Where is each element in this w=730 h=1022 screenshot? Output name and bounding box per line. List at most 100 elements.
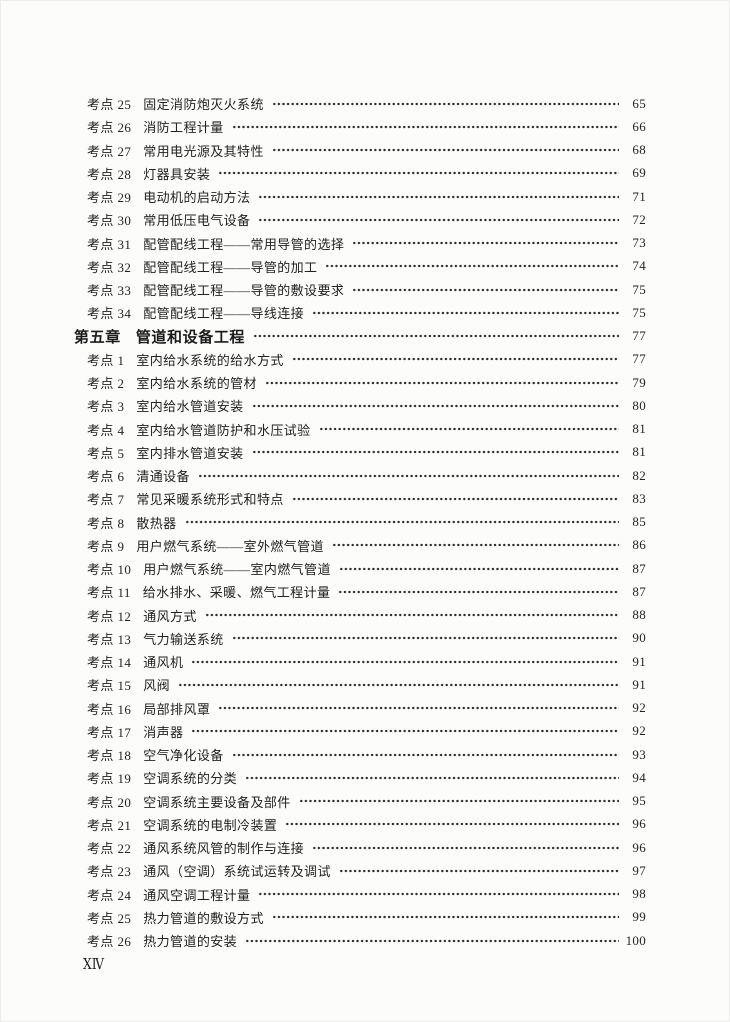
entry-label: 考点 20 bbox=[87, 794, 132, 810]
toc-chapter-row: 第五章 管道和设备工程 77 bbox=[74, 325, 646, 348]
dot-leader bbox=[231, 124, 619, 129]
entry-title: 通风（空调）系统试运转及调试 bbox=[143, 864, 331, 880]
toc-item-row: 考点 7 常见采暖系统形式和特点 83 bbox=[74, 487, 646, 510]
dot-leader bbox=[245, 775, 619, 780]
entry-label: 考点 14 bbox=[87, 655, 132, 671]
entry-title: 热力管道的安装 bbox=[143, 934, 238, 950]
entry-title: 管道和设备工程 bbox=[135, 328, 246, 346]
entry-page-number: 93 bbox=[632, 746, 646, 762]
entry-label: 考点 8 bbox=[87, 515, 125, 531]
entry-page-number: 96 bbox=[632, 816, 646, 832]
entry-title: 常用电光源及其特性 bbox=[143, 143, 264, 159]
toc-item-row: 考点 19 空调系统的分类 94 bbox=[74, 766, 646, 789]
dot-leader bbox=[264, 380, 619, 385]
entry-title: 空调系统的分类 bbox=[143, 771, 238, 787]
entry-label: 考点 19 bbox=[87, 771, 132, 787]
toc-item-row: 考点 17 消声器 92 bbox=[74, 720, 646, 743]
entry-title: 室内给水系统的给水方式 bbox=[136, 352, 284, 368]
toc-item-row: 考点 18 空气净化设备 93 bbox=[74, 743, 646, 766]
toc-item-row: 考点 10 用户燃气系统——室内燃气管道 87 bbox=[74, 557, 646, 580]
entry-page-number: 79 bbox=[632, 374, 646, 390]
entry-label: 考点 15 bbox=[87, 678, 132, 694]
entry-title: 通风空调工程计量 bbox=[143, 887, 251, 903]
toc-item-row: 考点 20 空调系统主要设备及部件 95 bbox=[74, 790, 646, 813]
entry-page-number: 72 bbox=[632, 211, 646, 227]
dot-leader bbox=[352, 287, 619, 292]
dot-leader bbox=[271, 101, 619, 106]
entry-label: 考点 28 bbox=[87, 166, 132, 182]
entry-page-number: 83 bbox=[632, 490, 646, 506]
entry-label: 考点 33 bbox=[87, 283, 132, 299]
dot-leader bbox=[231, 636, 619, 641]
dot-leader bbox=[291, 357, 619, 362]
entry-title: 配管配线工程——导管的敷设要求 bbox=[143, 283, 345, 299]
entry-label: 考点 4 bbox=[87, 422, 125, 438]
entry-title: 空调系统的电制冷装置 bbox=[143, 817, 278, 833]
dot-leader bbox=[204, 613, 619, 618]
entry-page-number: 95 bbox=[632, 793, 646, 809]
dot-leader bbox=[338, 868, 619, 873]
toc-item-row: 考点 3 室内给水管道安装 80 bbox=[74, 394, 646, 417]
entry-page-number: 99 bbox=[632, 909, 646, 925]
entry-page-number: 98 bbox=[632, 886, 646, 902]
toc-item-row: 考点 26 热力管道的安装 100 bbox=[74, 929, 646, 952]
entry-title: 常见采暖系统形式和特点 bbox=[136, 492, 284, 508]
entry-page-number: 77 bbox=[632, 328, 646, 344]
toc-item-row: 考点 32 配管配线工程——导管的加工 74 bbox=[74, 255, 646, 278]
entry-label: 考点 3 bbox=[87, 399, 125, 415]
entry-label: 考点 24 bbox=[87, 887, 132, 903]
toc-item-row: 考点 11 给水排水、采暖、燃气工程计量 87 bbox=[74, 580, 646, 603]
entry-page-number: 80 bbox=[632, 397, 646, 413]
toc-item-row: 考点 8 散热器 85 bbox=[74, 511, 646, 534]
entry-page-number: 87 bbox=[632, 560, 646, 576]
dot-leader bbox=[258, 194, 619, 199]
entry-page-number: 91 bbox=[632, 676, 646, 692]
dot-leader bbox=[251, 450, 619, 455]
entry-title: 给水排水、采暖、燃气工程计量 bbox=[142, 585, 331, 601]
toc-item-row: 考点 1 室内给水系统的给水方式 77 bbox=[74, 348, 646, 371]
toc-item-row: 考点 28 灯器具安装 69 bbox=[74, 162, 646, 185]
entry-title: 气力输送系统 bbox=[143, 631, 224, 647]
entry-title: 消防工程计量 bbox=[143, 120, 224, 136]
entry-label: 考点 13 bbox=[87, 631, 132, 647]
entry-page-number: 71 bbox=[632, 188, 646, 204]
dot-leader bbox=[258, 892, 619, 897]
toc-item-row: 考点 13 气力输送系统 90 bbox=[74, 627, 646, 650]
entry-page-number: 75 bbox=[632, 281, 646, 297]
toc-item-row: 考点 27 常用电光源及其特性 68 bbox=[74, 139, 646, 162]
dot-leader bbox=[271, 915, 619, 920]
toc-item-row: 考点 34 配管配线工程——导线连接 75 bbox=[74, 301, 646, 324]
entry-label: 考点 21 bbox=[87, 817, 132, 833]
toc-item-row: 考点 33 配管配线工程——导管的敷设要求 75 bbox=[74, 278, 646, 301]
entry-label: 考点 34 bbox=[87, 306, 132, 322]
entry-label: 考点 18 bbox=[87, 748, 132, 764]
entry-title: 通风方式 bbox=[143, 608, 197, 624]
dot-leader bbox=[312, 310, 619, 315]
entry-label: 考点 2 bbox=[87, 376, 125, 392]
toc-item-row: 考点 30 常用低压电气设备 72 bbox=[74, 208, 646, 231]
entry-page-number: 69 bbox=[632, 165, 646, 181]
toc-item-row: 考点 14 通风机 91 bbox=[74, 650, 646, 673]
entry-title: 清通设备 bbox=[136, 469, 190, 485]
entry-label: 考点 11 bbox=[87, 585, 131, 601]
entry-page-number: 68 bbox=[632, 142, 646, 158]
toc-item-row: 考点 12 通风方式 88 bbox=[74, 604, 646, 627]
dot-leader bbox=[218, 171, 619, 176]
entry-title: 室内给水管道安装 bbox=[136, 399, 244, 415]
dot-leader bbox=[258, 217, 619, 222]
dot-leader bbox=[298, 799, 619, 804]
toc-item-row: 考点 22 通风系统风管的制作与连接 96 bbox=[74, 836, 646, 859]
dot-leader bbox=[231, 752, 619, 757]
entry-page-number: 75 bbox=[632, 304, 646, 320]
dot-leader bbox=[191, 659, 619, 664]
entry-label: 考点 25 bbox=[87, 910, 132, 926]
entry-label: 考点 12 bbox=[87, 608, 132, 624]
entry-page-number: 81 bbox=[632, 421, 646, 437]
dot-leader bbox=[318, 427, 619, 432]
entry-title: 用户燃气系统——室外燃气管道 bbox=[136, 538, 324, 554]
entry-page-number: 87 bbox=[632, 583, 646, 599]
entry-label: 考点 26 bbox=[87, 120, 132, 136]
entry-label: 考点 27 bbox=[87, 143, 132, 159]
toc-item-row: 考点 2 室内给水系统的管材 79 bbox=[74, 371, 646, 394]
entry-page-number: 77 bbox=[632, 351, 646, 367]
